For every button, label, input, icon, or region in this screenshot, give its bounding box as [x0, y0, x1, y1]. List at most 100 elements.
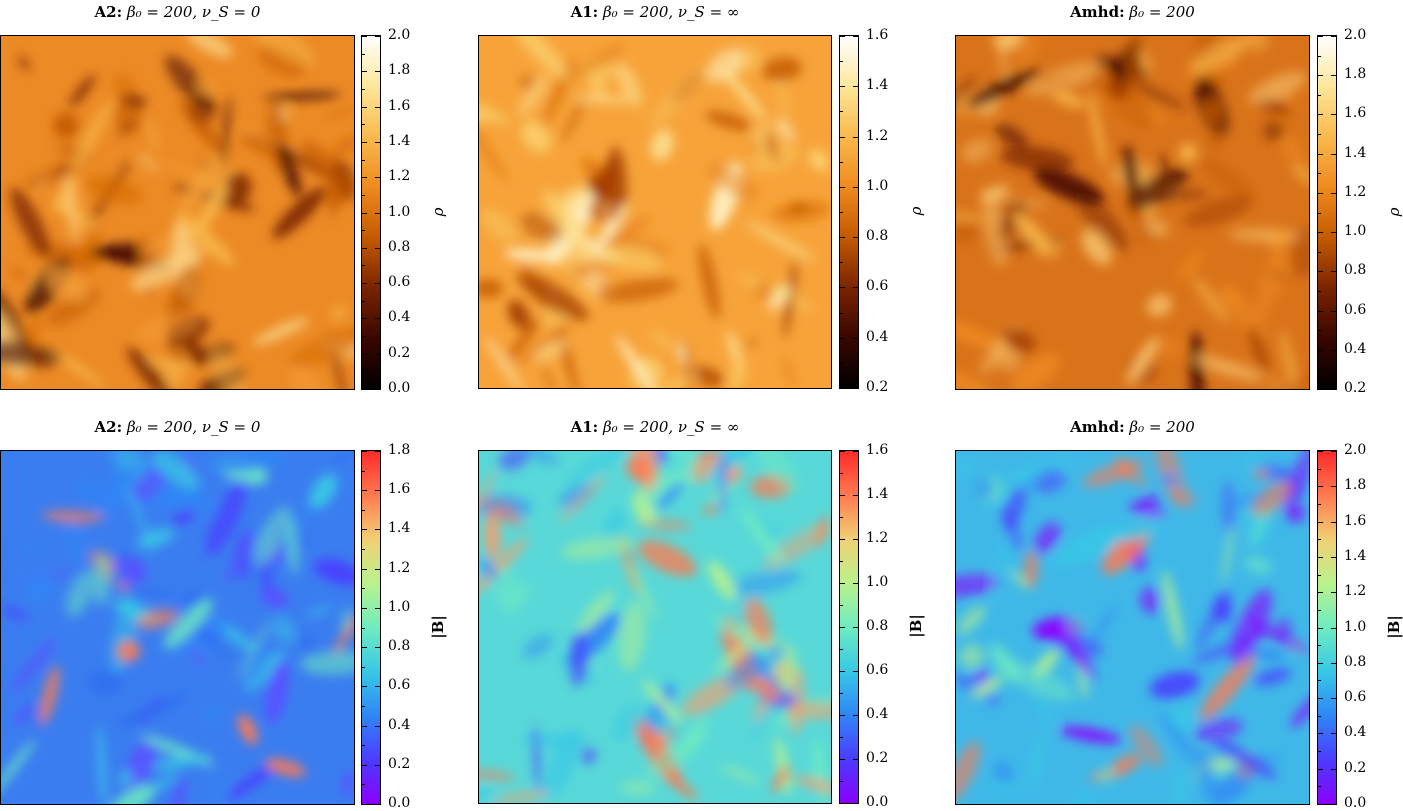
tick-mark-left [840, 287, 845, 289]
colorbar-tick-label: 1.2 [866, 127, 889, 144]
minor-tick-mark [1318, 680, 1321, 682]
tick-mark-right [375, 529, 380, 531]
colorbar-tick-label: 1.2 [1344, 183, 1367, 200]
tick-mark-left [362, 36, 367, 37]
colorbar-tick-label: 1.0 [866, 574, 889, 590]
tick-mark-left [1318, 662, 1323, 664]
minor-tick-mark [840, 262, 843, 264]
tick-mark-left [1318, 698, 1323, 700]
tick-mark-left [362, 247, 367, 249]
tick-mark-right [1331, 627, 1336, 629]
tick-mark-left [362, 389, 367, 390]
tick-mark-right [1331, 804, 1336, 805]
tick-mark-right [1331, 114, 1336, 116]
colorbar-tick-label: 0.8 [388, 238, 411, 255]
tick-mark-left [1318, 36, 1323, 37]
tick-mark-right [1331, 521, 1336, 523]
colorbar-tick-label: 1.0 [388, 598, 411, 615]
tick-mark-left [362, 318, 367, 320]
tick-mark-right [853, 627, 858, 628]
minor-tick-mark [362, 371, 365, 373]
minor-tick-mark [1318, 574, 1321, 576]
tick-mark-right [375, 647, 380, 649]
minor-tick-mark [1318, 645, 1321, 647]
colorbar-tick-label: 0.8 [1344, 653, 1367, 670]
minor-tick-mark [1318, 330, 1321, 332]
colorbar: 0.0 0.2 0.4 0.6 0.8 1.0 1.2 1.4 1.6 1.8 2.0 [1317, 442, 1366, 811]
tick-mark-right [853, 136, 858, 138]
tick-mark-left [840, 671, 845, 672]
colorbar-tick-label: 0.2 [388, 755, 411, 772]
minor-tick-mark [1318, 539, 1321, 541]
minor-tick-mark [362, 88, 365, 90]
tick-mark-left [362, 804, 367, 805]
colorbar-tick-label: 1.4 [1344, 144, 1367, 161]
colorbar-tick-label: 1.6 [1344, 512, 1367, 529]
tick-mark-right [1331, 556, 1336, 558]
minor-tick-mark [1318, 290, 1321, 292]
minor-tick-mark [1318, 468, 1321, 470]
minor-tick-mark [840, 693, 843, 694]
minor-tick-mark [1318, 94, 1321, 96]
heatmap-image [0, 450, 355, 805]
tick-mark-left [1318, 114, 1323, 116]
minor-tick-mark [362, 588, 365, 590]
colorbar-gradient [840, 36, 858, 388]
tick-mark-right [853, 287, 858, 289]
panel-title: Amhd: β₀ = 200 [873, 418, 1393, 436]
colorbar-tick-label: 0.4 [1344, 724, 1367, 741]
minor-tick-mark [362, 53, 365, 55]
tick-mark-right [375, 106, 380, 108]
panel-title-params: β₀ = 200, ν_S = ∞ [598, 418, 740, 436]
tick-mark-left [840, 803, 845, 804]
colorbar-tick-label: 1.0 [866, 177, 889, 194]
colorbar-tick-label: 0.6 [1344, 301, 1367, 318]
colorbar-tick-label: 0.4 [1344, 340, 1367, 357]
panel-title-run: A1: [570, 418, 599, 436]
panel-title-run: A2: [94, 418, 123, 436]
tick-mark-right [853, 539, 858, 540]
panel-title-params: β₀ = 200, ν_S = ∞ [598, 3, 740, 21]
tick-mark-right [375, 247, 380, 249]
tick-mark-left [362, 177, 367, 179]
minor-tick-mark [1318, 503, 1321, 505]
tick-mark-right [375, 177, 380, 179]
colorbar-tick-label: 0.4 [866, 706, 889, 722]
tick-mark-left [1318, 804, 1323, 805]
tick-mark-left [1318, 271, 1323, 273]
colorbar-tick-label: 0.6 [1344, 689, 1367, 706]
colorbar-tick-label: 0.4 [388, 716, 411, 733]
tick-mark-right [853, 36, 858, 37]
tick-mark-left [362, 725, 367, 727]
panel-title-run: A1: [570, 3, 599, 21]
colorbar-gradient [362, 451, 380, 804]
minor-tick-mark [362, 470, 365, 472]
tick-mark-left [840, 627, 845, 628]
tick-mark-left [1318, 592, 1323, 594]
colorbar-tick-label: 1.4 [388, 132, 411, 149]
colorbar-label: |B| [907, 614, 925, 638]
heatmap-image [955, 450, 1310, 805]
colorbar-tick-label: 0.0 [388, 380, 411, 396]
minor-tick-mark [362, 745, 365, 747]
minor-tick-mark [362, 784, 365, 786]
tick-mark-left [362, 451, 367, 452]
minor-tick-mark [362, 705, 365, 707]
minor-tick-mark [1318, 55, 1321, 57]
tick-mark-left [1318, 521, 1323, 523]
tick-mark-left [1318, 153, 1323, 155]
colorbar-tick-label: 1.8 [388, 62, 411, 79]
colorbar-tick-label: 1.4 [866, 77, 889, 94]
panel-title-params: β₀ = 200, ν_S = 0 [122, 3, 261, 21]
tick-mark-right [375, 353, 380, 355]
tick-mark-right [853, 86, 858, 88]
colorbar-tick-label: 1.0 [388, 203, 411, 220]
tick-mark-left [362, 568, 367, 570]
panel-title-params: β₀ = 200 [1124, 3, 1195, 21]
minor-tick-mark [840, 649, 843, 650]
colorbar-tick-label: 0.6 [866, 278, 889, 295]
tick-mark-right [375, 71, 380, 73]
tick-mark-right [375, 804, 380, 805]
colorbar-tick-label: 0.8 [866, 618, 889, 634]
heatmap-image [955, 35, 1310, 390]
